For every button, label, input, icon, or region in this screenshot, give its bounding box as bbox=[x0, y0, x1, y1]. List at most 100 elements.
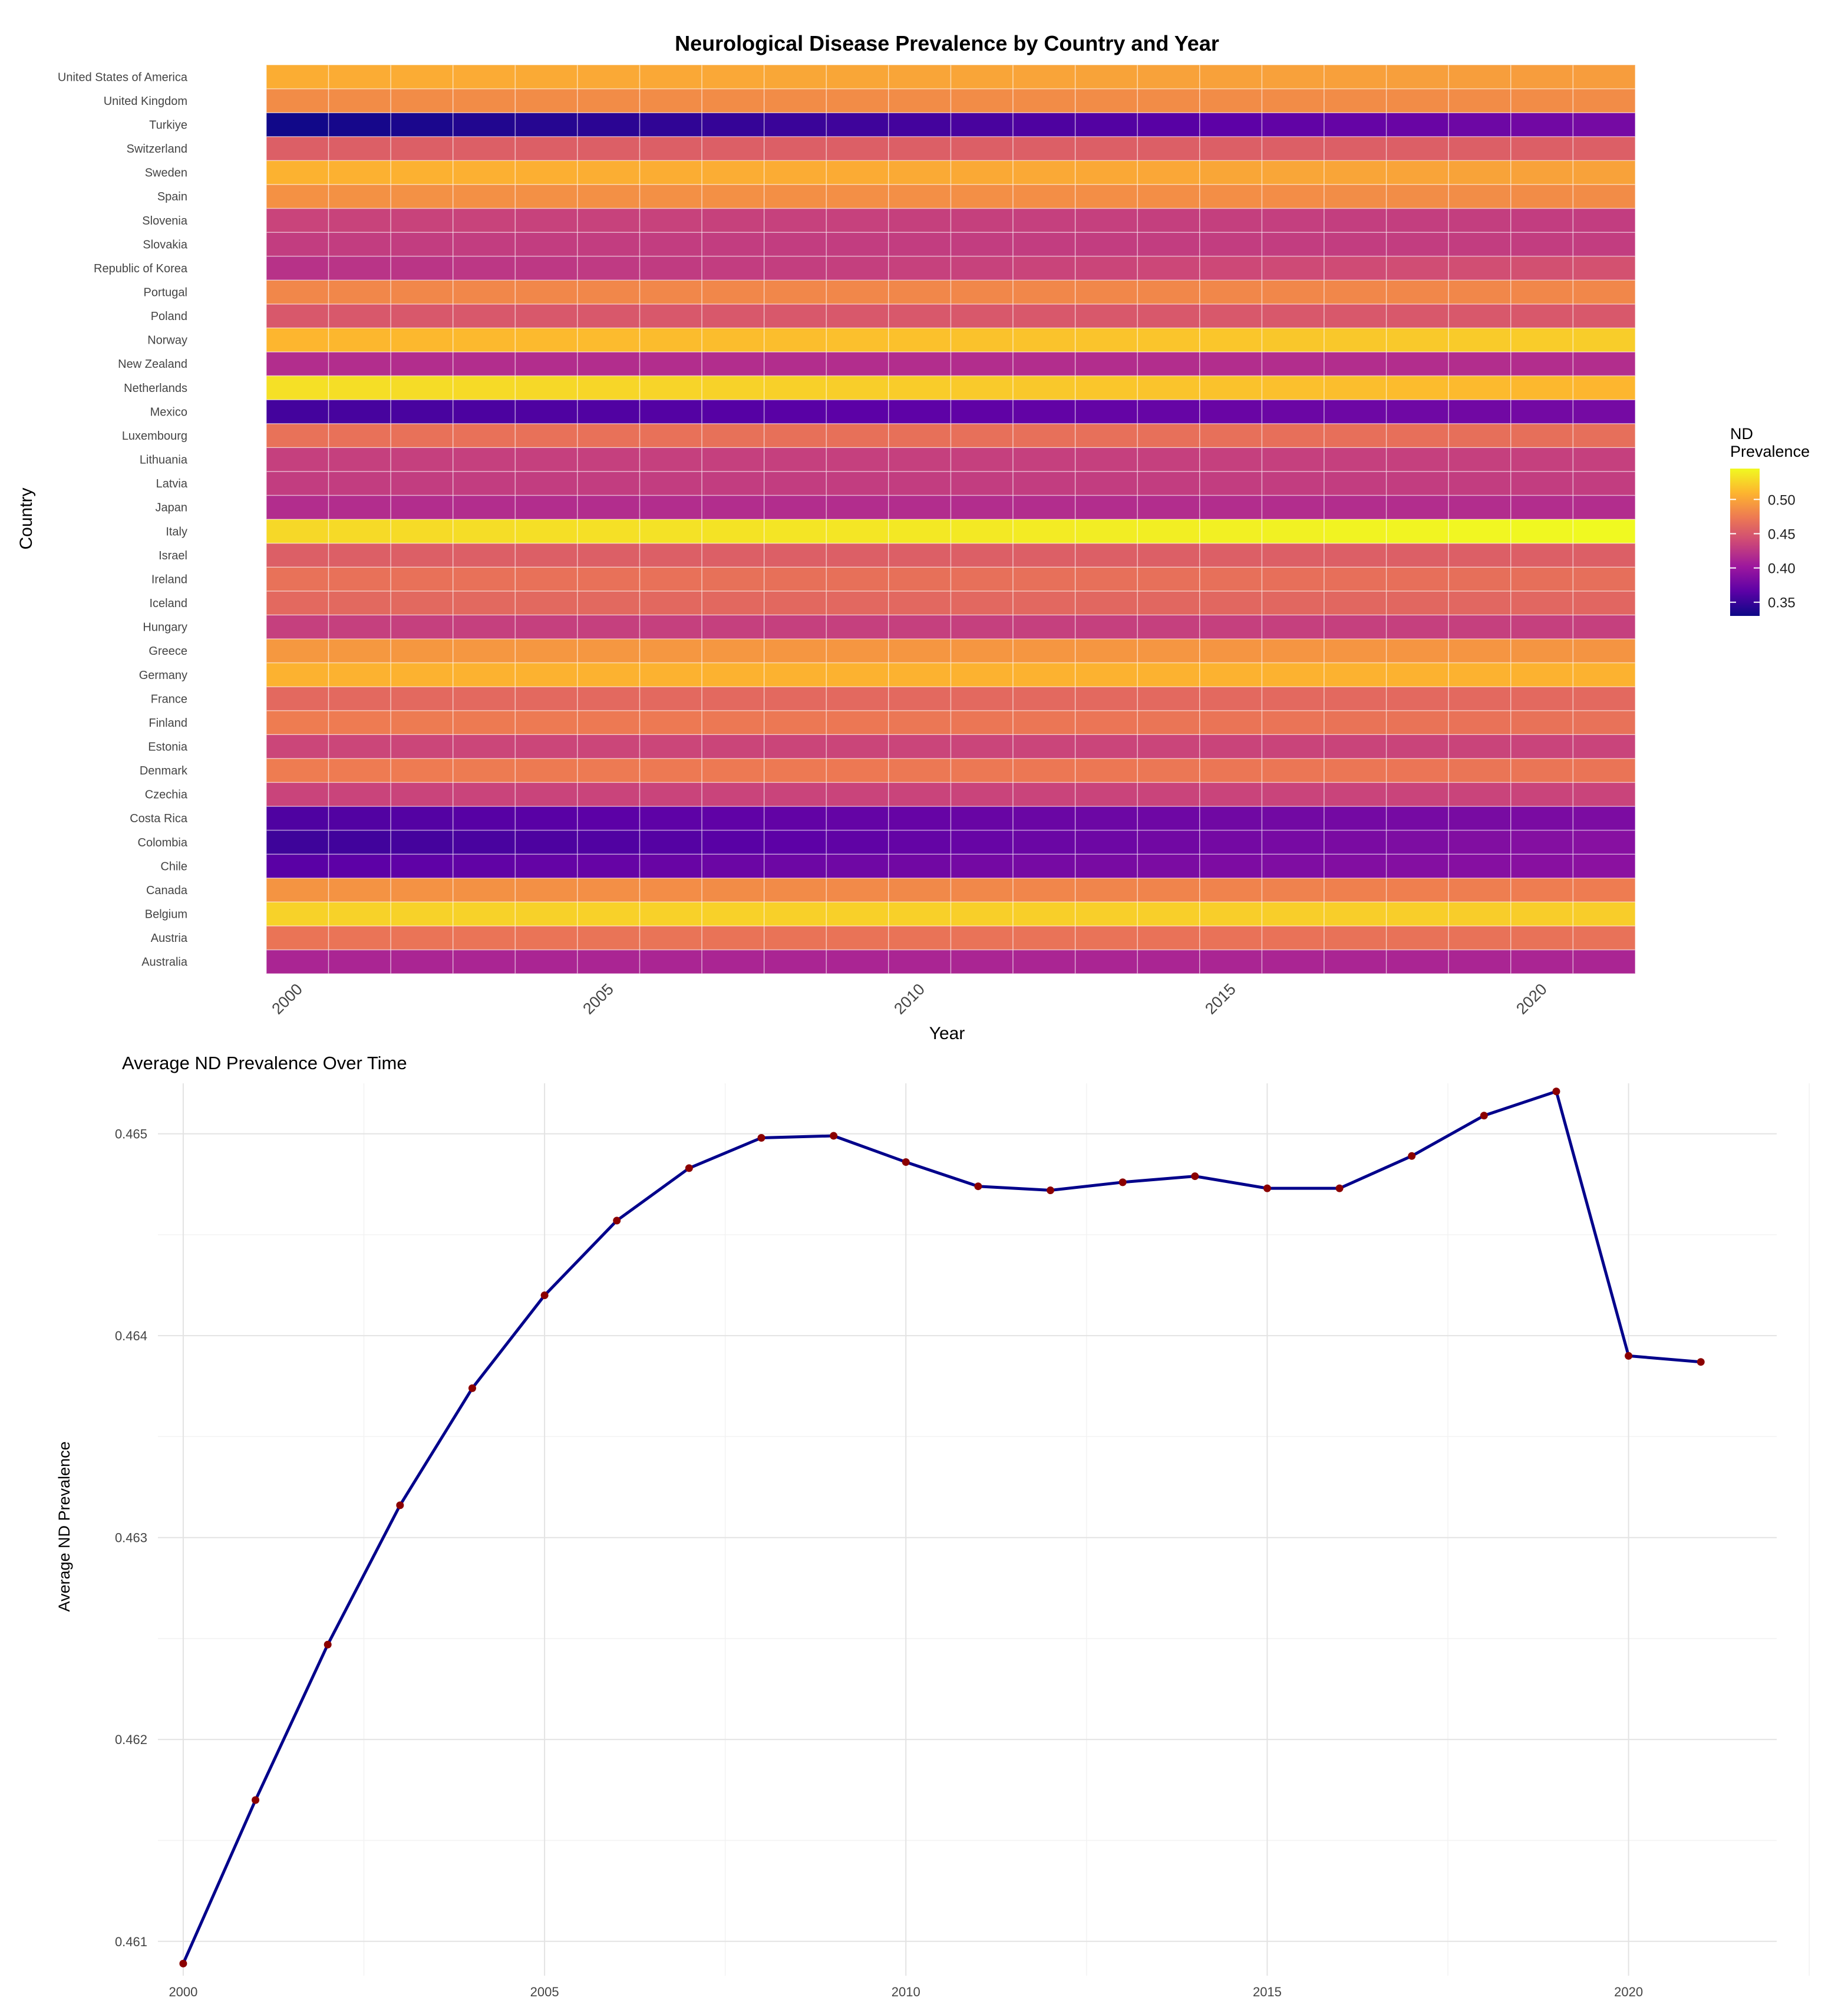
cell-new-zealand-2013 bbox=[1074, 351, 1138, 377]
cell-united-states-of-america-2011 bbox=[950, 64, 1014, 90]
cell-turkiye-2017 bbox=[1324, 112, 1387, 137]
cell-australia-2002 bbox=[390, 949, 454, 974]
cell-greece-2017 bbox=[1324, 638, 1387, 664]
cell-spain-2012 bbox=[1012, 184, 1076, 209]
cell-republic-of-korea-2004 bbox=[514, 255, 578, 281]
line-chart-y-tick-0.464: 0.464 bbox=[115, 1329, 147, 1343]
cell-united-kingdom-2001 bbox=[328, 88, 391, 113]
cell-poland-2000 bbox=[266, 304, 329, 329]
cell-united-kingdom-2016 bbox=[1261, 88, 1325, 113]
cell-netherlands-2016 bbox=[1261, 375, 1325, 400]
cell-republic-of-korea-2017 bbox=[1324, 255, 1387, 281]
cell-denmark-2018 bbox=[1385, 758, 1449, 783]
cell-new-zealand-2000 bbox=[266, 351, 329, 377]
cell-luxembourg-2002 bbox=[390, 423, 454, 449]
cell-belgium-2002 bbox=[390, 901, 454, 927]
cell-france-2003 bbox=[453, 686, 516, 711]
cell-iceland-2018 bbox=[1385, 590, 1449, 616]
cell-denmark-2020 bbox=[1510, 758, 1574, 783]
cell-iceland-2001 bbox=[328, 590, 391, 616]
cell-denmark-2013 bbox=[1074, 758, 1138, 783]
cell-latvia-2014 bbox=[1137, 471, 1200, 496]
cell-poland-2005 bbox=[577, 304, 641, 329]
cell-netherlands-2008 bbox=[763, 375, 827, 400]
cell-austria-2019 bbox=[1448, 925, 1512, 951]
cell-germany-2003 bbox=[453, 662, 516, 687]
cell-united-states-of-america-2016 bbox=[1261, 64, 1325, 90]
cell-italy-2018 bbox=[1385, 519, 1449, 544]
cell-new-zealand-2018 bbox=[1385, 351, 1449, 377]
cell-switzerland-2003 bbox=[453, 136, 516, 161]
cell-denmark-2002 bbox=[390, 758, 454, 783]
cell-denmark-2006 bbox=[639, 758, 702, 783]
cell-finland-2005 bbox=[577, 710, 641, 735]
cell-japan-2001 bbox=[328, 495, 391, 520]
cell-finland-2008 bbox=[763, 710, 827, 735]
cell-canada-2004 bbox=[514, 877, 578, 903]
cell-turkiye-2002 bbox=[390, 112, 454, 137]
cell-latvia-2011 bbox=[950, 471, 1014, 496]
cell-sweden-2012 bbox=[1012, 160, 1076, 185]
cell-lithuania-2003 bbox=[453, 447, 516, 472]
cell-greece-2003 bbox=[453, 638, 516, 664]
cell-united-kingdom-2006 bbox=[639, 88, 702, 113]
cell-luxembourg-2013 bbox=[1074, 423, 1138, 449]
cell-new-zealand-2012 bbox=[1012, 351, 1076, 377]
cell-mexico-2017 bbox=[1324, 399, 1387, 424]
country-label-latvia: Latvia bbox=[156, 477, 188, 490]
cell-new-zealand-2003 bbox=[453, 351, 516, 377]
cell-luxembourg-2001 bbox=[328, 423, 391, 449]
cell-mexico-2001 bbox=[328, 399, 391, 424]
cell-denmark-2007 bbox=[701, 758, 765, 783]
cell-switzerland-2020 bbox=[1510, 136, 1574, 161]
cell-united-kingdom-2015 bbox=[1199, 88, 1263, 113]
cell-spain-2021 bbox=[1572, 184, 1636, 209]
cell-belgium-2007 bbox=[701, 901, 765, 927]
country-label-denmark: Denmark bbox=[140, 764, 188, 777]
cell-portugal-2008 bbox=[763, 279, 827, 305]
data-point-2018 bbox=[1480, 1112, 1488, 1120]
cell-estonia-2015 bbox=[1199, 734, 1263, 759]
cell-slovenia-2019 bbox=[1448, 207, 1512, 233]
cell-finland-2011 bbox=[950, 710, 1014, 735]
cell-israel-2011 bbox=[950, 542, 1014, 568]
cell-chile-2006 bbox=[639, 853, 702, 879]
heatmap-title: Neurological Disease Prevalence by Count… bbox=[675, 31, 1219, 55]
cell-netherlands-2007 bbox=[701, 375, 765, 400]
cell-united-kingdom-2000 bbox=[266, 88, 329, 113]
cell-germany-2012 bbox=[1012, 662, 1076, 687]
cell-latvia-2007 bbox=[701, 471, 765, 496]
cell-mexico-2002 bbox=[390, 399, 454, 424]
cell-austria-2007 bbox=[701, 925, 765, 951]
cell-hungary-2013 bbox=[1074, 614, 1138, 640]
cell-slovenia-2020 bbox=[1510, 207, 1574, 233]
cell-norway-2019 bbox=[1448, 327, 1512, 352]
data-point-2011 bbox=[974, 1182, 982, 1191]
cell-iceland-2010 bbox=[888, 590, 952, 616]
cell-japan-2015 bbox=[1199, 495, 1263, 520]
cell-sweden-2015 bbox=[1199, 160, 1263, 185]
cell-chile-2011 bbox=[950, 853, 1014, 879]
cell-france-2011 bbox=[950, 686, 1014, 711]
cell-iceland-2015 bbox=[1199, 590, 1263, 616]
cell-italy-2015 bbox=[1199, 519, 1263, 544]
line-chart-title: Average ND Prevalence Over Time bbox=[122, 1053, 407, 1073]
cell-finland-2018 bbox=[1385, 710, 1449, 735]
cell-latvia-2016 bbox=[1261, 471, 1325, 496]
cell-luxembourg-2018 bbox=[1385, 423, 1449, 449]
cell-hungary-2004 bbox=[514, 614, 578, 640]
cell-colombia-2001 bbox=[328, 829, 391, 855]
cell-republic-of-korea-2015 bbox=[1199, 255, 1263, 281]
data-point-2017 bbox=[1408, 1152, 1416, 1160]
cell-belgium-2015 bbox=[1199, 901, 1263, 927]
cell-greece-2016 bbox=[1261, 638, 1325, 664]
cell-spain-2016 bbox=[1261, 184, 1325, 209]
cell-mexico-2006 bbox=[639, 399, 702, 424]
cell-australia-2018 bbox=[1385, 949, 1449, 974]
cell-italy-2017 bbox=[1324, 519, 1387, 544]
cell-france-2000 bbox=[266, 686, 329, 711]
cell-colombia-2012 bbox=[1012, 829, 1076, 855]
cell-austria-2002 bbox=[390, 925, 454, 951]
cell-canada-2016 bbox=[1261, 877, 1325, 903]
cell-united-states-of-america-2013 bbox=[1074, 64, 1138, 90]
